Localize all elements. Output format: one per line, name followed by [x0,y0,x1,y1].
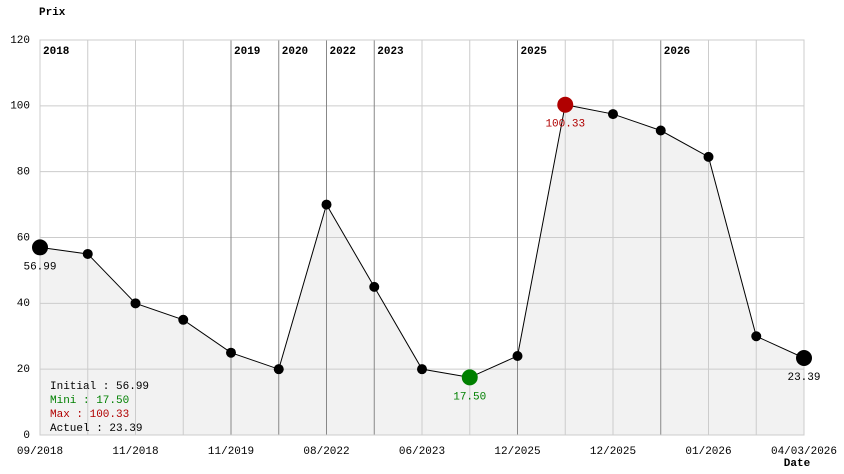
year-label: 2023 [377,46,404,58]
year-label: 2020 [282,46,308,58]
summary-line: Initial : 56.99 [50,381,149,393]
x-tick-label: 08/2022 [303,446,349,458]
value-label: 100.33 [545,119,585,131]
y-tick-label: 40 [17,298,30,310]
data-point [130,298,141,309]
summary-line: Actuel : 23.39 [50,423,142,435]
data-point [703,151,714,162]
x-tick-label: 06/2023 [399,446,445,458]
y-axis-label: Prix [39,7,66,19]
y-tick-label: 100 [10,101,30,113]
year-label: 2026 [664,46,690,58]
data-point [32,239,48,256]
x-tick-label: 12/2025 [590,446,636,458]
data-point [226,347,236,358]
data-point [796,350,812,367]
x-tick-label: 09/2018 [17,446,63,458]
year-label: 2022 [330,46,356,58]
x-axis-label: Date [784,458,811,470]
y-tick-label: 60 [17,232,30,244]
year-label: 2025 [521,46,548,58]
data-point [461,369,478,386]
year-label: 2019 [234,46,260,58]
data-point [369,281,380,292]
plot-border [39,39,805,436]
summary-line: Max : 100.33 [50,409,129,421]
y-tick-label: 0 [23,430,30,442]
x-tick-label: 01/2026 [685,446,731,458]
y-tick-label: 80 [17,167,30,179]
data-point [82,248,93,259]
value-label: 56.99 [23,261,56,273]
year-label: 2018 [43,46,70,58]
data-point [557,96,574,113]
data-point [417,364,427,375]
data-point [178,314,189,325]
value-label: 17.50 [453,391,486,403]
data-point [655,125,666,136]
x-tick-label: 11/2019 [208,446,254,458]
data-point [321,199,332,210]
x-tick-label: 11/2018 [112,446,158,458]
data-point [751,331,762,342]
x-tick-label: 04/03/2026 [771,446,837,458]
data-point [608,109,618,120]
data-point [512,351,523,361]
x-tick-label: 12/2025 [494,446,540,458]
data-point [273,364,284,375]
value-label: 23.39 [787,372,820,384]
y-tick-label: 20 [17,364,30,376]
y-tick-label: 120 [10,35,30,47]
summary-line: Mini : 17.50 [50,395,129,407]
